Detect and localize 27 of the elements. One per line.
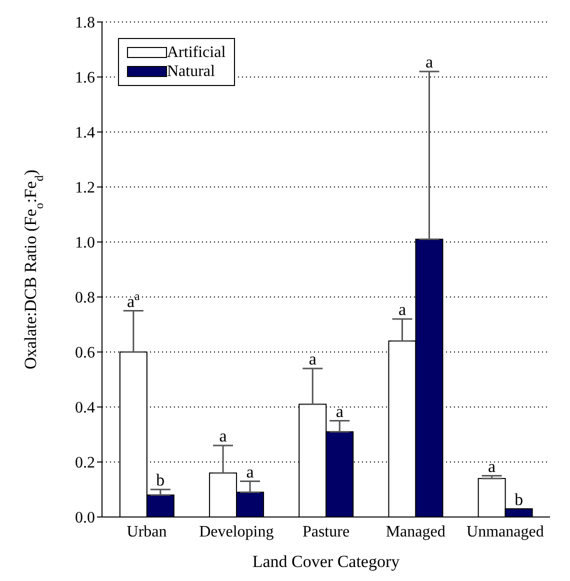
legend-label: Natural <box>167 62 215 81</box>
y-tick-label: 1.8 <box>75 14 95 32</box>
y-tick-label: 1.4 <box>75 124 95 142</box>
annotation: a <box>219 426 228 446</box>
annotation: b <box>514 490 524 509</box>
x-tick-label: Managed <box>386 523 446 540</box>
y-tick-label: 0.4 <box>75 400 95 417</box>
y-tick-label: 0.8 <box>75 290 95 307</box>
legend-label: Artificial <box>167 43 226 62</box>
y-tick-label: 0.0 <box>75 510 95 527</box>
annotation: a <box>246 462 254 482</box>
x-tick-label: Developing <box>199 523 274 540</box>
x-tick-label: Pasture <box>302 523 350 540</box>
x-tick-label: Urban <box>126 523 167 540</box>
x-axis-title: Land Cover Category <box>252 552 400 571</box>
annotation: a <box>336 402 344 421</box>
y-tick-label: 1.0 <box>75 234 95 252</box>
y-tick-label: 1.6 <box>75 70 95 87</box>
annotation: a <box>308 350 317 368</box>
annotation: a <box>488 456 496 476</box>
annotation: a <box>425 52 434 72</box>
annotation: a <box>398 300 406 319</box>
y-tick-label: 1.2 <box>75 180 95 197</box>
y-tick-label: 0.6 <box>75 344 95 362</box>
annotation: b <box>156 470 165 490</box>
x-tick-label: Unmanaged <box>466 523 544 540</box>
y-tick-label: 0.2 <box>75 454 95 472</box>
